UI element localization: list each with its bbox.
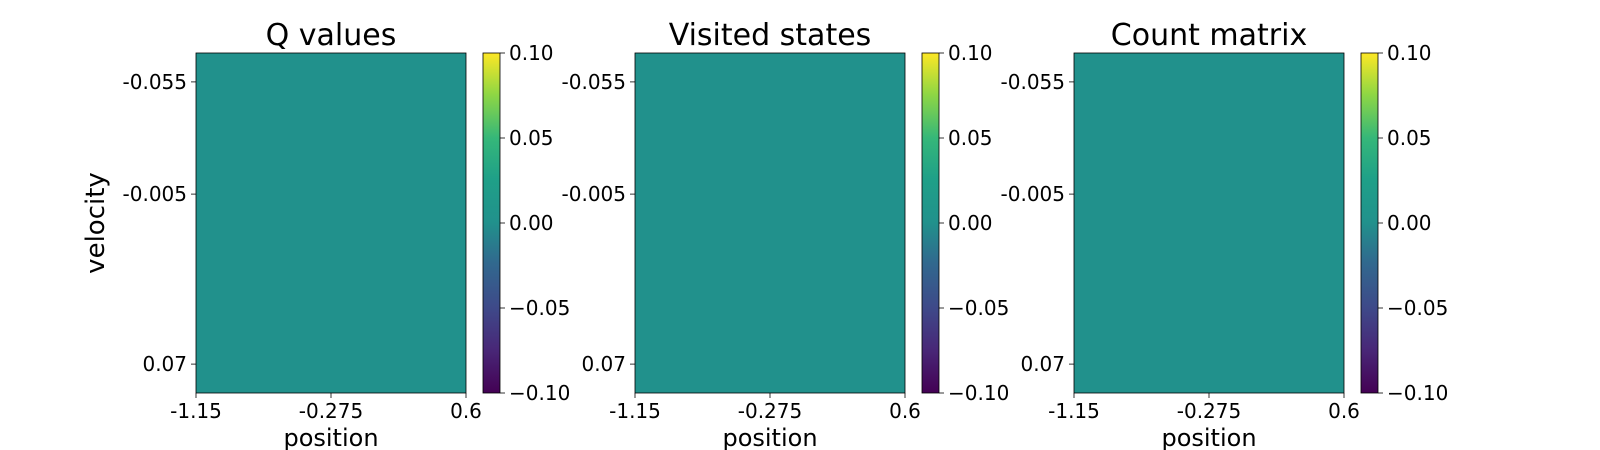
x-tick-label: -1.15 [1048,399,1100,423]
x-tick-label: 0.6 [450,399,482,423]
panel-title: Q values [266,18,397,53]
y-tick-label: -0.005 [1001,182,1065,206]
heatmap-cell [1074,53,1344,393]
colorbar-tick-label: −0.05 [1387,296,1448,320]
x-axis-label: position [722,424,817,450]
colorbar-tick-label: 0.05 [509,126,554,150]
colorbar-tick-label: 0.00 [948,211,993,235]
x-tick-label: -0.275 [299,399,363,423]
y-tick-label: 0.07 [581,352,626,376]
x-tick-label: -0.275 [738,399,802,423]
colorbar-tick-label: 0.00 [509,211,554,235]
x-tick-label: -1.15 [609,399,661,423]
colorbar-tick-label: 0.05 [948,126,993,150]
heatmap-cell [635,53,905,393]
colorbar-tick-label: −0.05 [509,296,570,320]
panel-title: Visited states [669,18,872,53]
colorbar-tick-label: −0.10 [509,381,570,405]
y-tick-label: 0.07 [1020,352,1065,376]
colorbar-tick-label: 0.10 [509,41,554,65]
colorbar-tick-label: −0.10 [1387,381,1448,405]
colorbar [922,53,939,393]
colorbar-tick-label: −0.10 [948,381,1009,405]
colorbar-tick-label: 0.10 [1387,41,1432,65]
colorbar-tick-label: 0.05 [1387,126,1432,150]
x-tick-label: -1.15 [170,399,222,423]
colorbar-tick-label: 0.00 [1387,211,1432,235]
y-axis-label: velocity [81,172,111,274]
y-tick-label: -0.005 [123,182,187,206]
x-axis-label: position [283,424,378,450]
y-tick-label: -0.055 [123,70,187,94]
y-tick-label: -0.055 [1001,70,1065,94]
y-tick-label: -0.005 [562,182,626,206]
colorbar-tick-label: −0.05 [948,296,1009,320]
x-tick-label: 0.6 [889,399,921,423]
colorbar-tick-label: 0.10 [948,41,993,65]
x-tick-label: -0.275 [1177,399,1241,423]
colorbar [483,53,500,393]
heatmap-cell [196,53,466,393]
panel-title: Count matrix [1111,18,1307,53]
x-axis-label: position [1161,424,1256,450]
y-tick-label: 0.07 [142,352,187,376]
y-tick-label: -0.055 [562,70,626,94]
x-tick-label: 0.6 [1328,399,1360,423]
colorbar [1361,53,1378,393]
